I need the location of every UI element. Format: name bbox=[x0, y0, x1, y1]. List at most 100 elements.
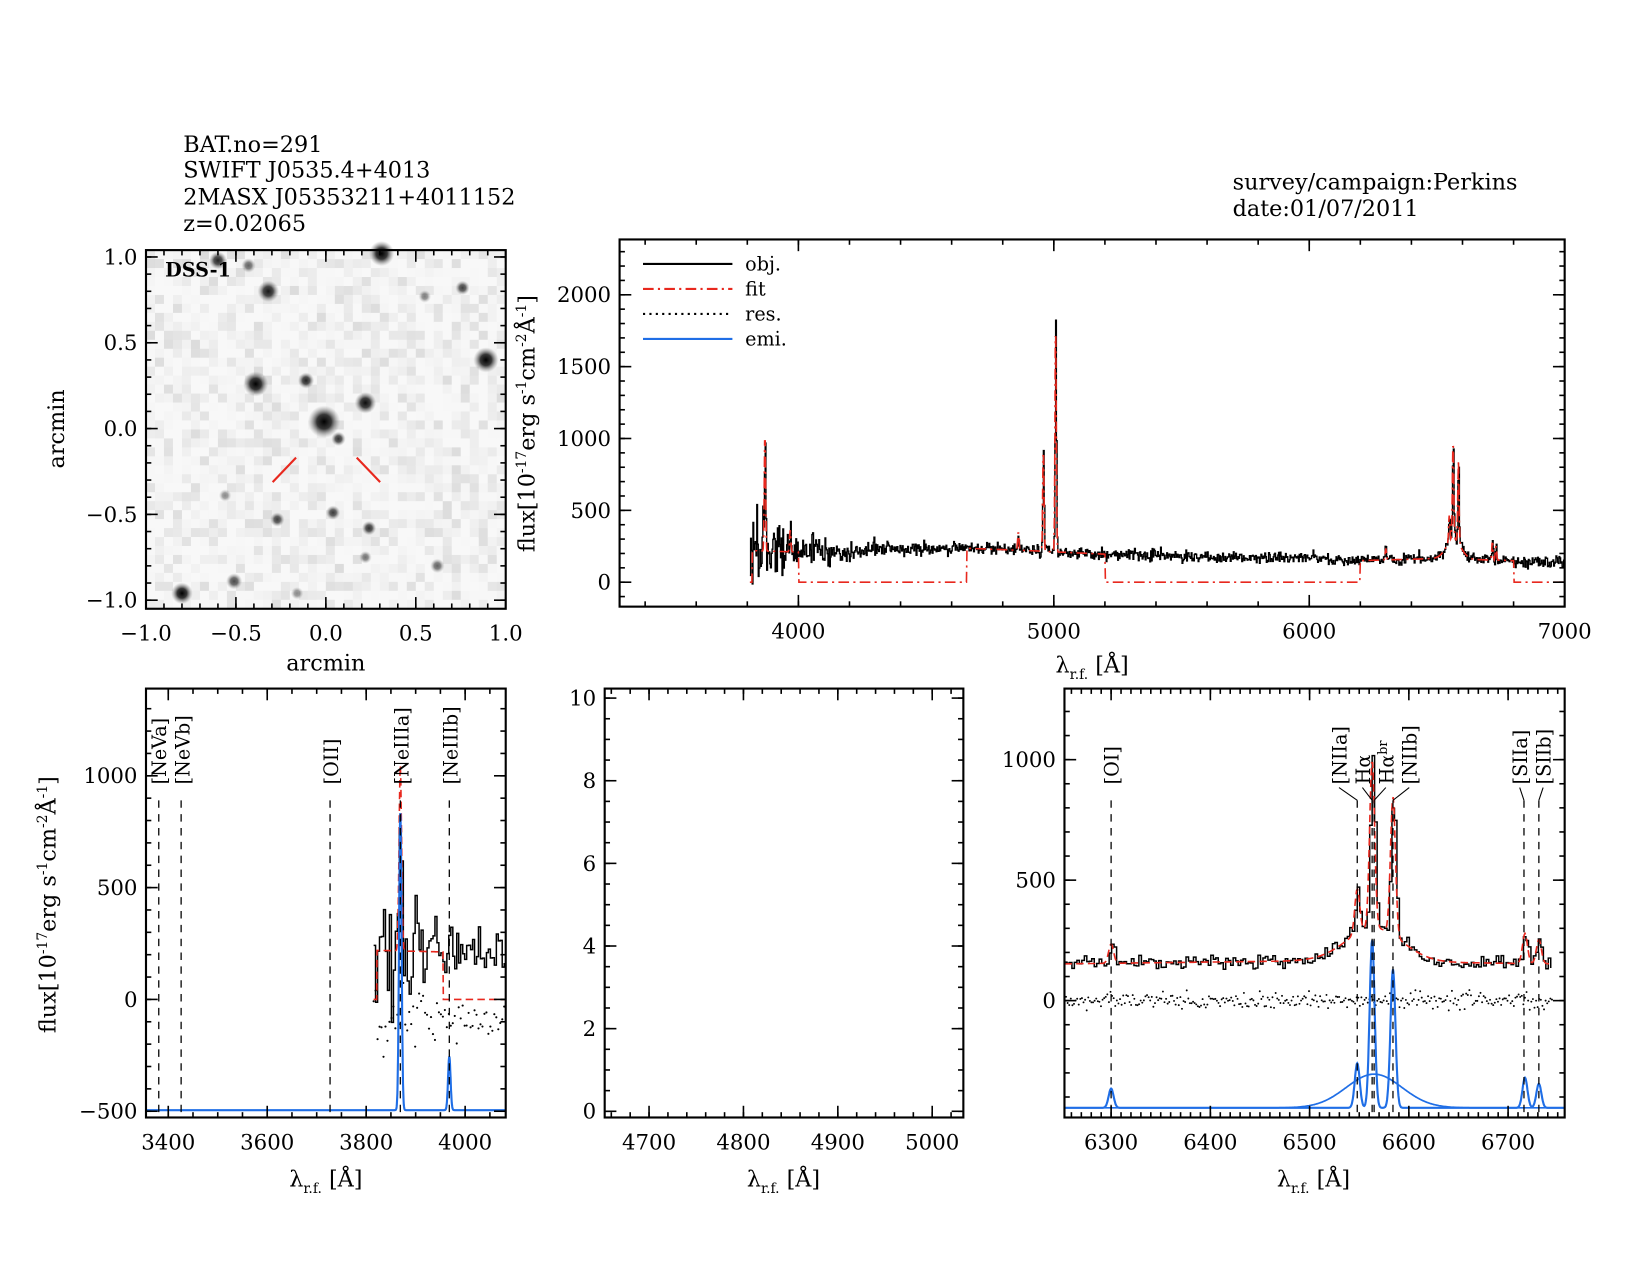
image-pixel bbox=[208, 501, 219, 511]
image-pixel bbox=[271, 348, 282, 359]
image-pixel bbox=[172, 402, 183, 413]
residual-point bbox=[1535, 999, 1538, 1002]
image-pixel bbox=[334, 250, 345, 260]
image-pixel bbox=[280, 492, 291, 502]
image-pixel bbox=[415, 429, 426, 439]
image-pixel bbox=[298, 456, 309, 466]
image-pixel bbox=[433, 312, 444, 323]
residual-point bbox=[1149, 999, 1152, 1002]
image-pixel bbox=[154, 545, 165, 556]
residual-point bbox=[1319, 995, 1322, 998]
image-pixel bbox=[226, 357, 237, 368]
image-pixel bbox=[253, 492, 264, 502]
residual-point bbox=[1165, 997, 1168, 1000]
image-pixel bbox=[487, 312, 498, 323]
image-pixel bbox=[352, 285, 363, 296]
y-axis-label: flux[10-17erg s-1cm-2Å-1] bbox=[34, 776, 62, 1033]
residual-point bbox=[1311, 998, 1314, 1001]
image-pixel bbox=[325, 447, 336, 457]
residual-point bbox=[1509, 1002, 1512, 1005]
image-pixel bbox=[370, 330, 381, 341]
image-pixel bbox=[298, 366, 309, 377]
image-pixel bbox=[226, 420, 237, 430]
image-pixel bbox=[496, 447, 507, 457]
image-pixel bbox=[415, 384, 426, 395]
image-pixel bbox=[451, 528, 462, 538]
residual-point bbox=[1127, 995, 1129, 998]
image-pixel bbox=[217, 554, 228, 565]
image-pixel bbox=[289, 510, 300, 520]
image-pixel bbox=[343, 268, 354, 278]
image-pixel bbox=[181, 456, 192, 466]
image-pixel bbox=[397, 554, 408, 565]
residual-point bbox=[1193, 1002, 1196, 1005]
image-pixel bbox=[271, 339, 282, 350]
image-pixel bbox=[307, 438, 318, 448]
image-pixel bbox=[415, 483, 426, 493]
image-pixel bbox=[388, 259, 399, 269]
residual-point bbox=[1338, 995, 1341, 998]
y-tick-label: 0.5 bbox=[104, 331, 138, 356]
image-pixel bbox=[433, 438, 444, 448]
image-pixel bbox=[352, 456, 363, 466]
image-pixel bbox=[262, 259, 273, 269]
image-pixel bbox=[298, 510, 309, 520]
image-pixel bbox=[442, 545, 453, 556]
residual-point bbox=[1411, 1000, 1414, 1002]
image-pixel bbox=[352, 411, 363, 422]
image-pixel bbox=[145, 474, 156, 484]
residual-point bbox=[376, 1038, 379, 1041]
residual-point bbox=[1241, 1005, 1244, 1008]
image-pixel bbox=[406, 420, 417, 430]
image-pixel bbox=[487, 590, 498, 601]
y-tick-label: 1000 bbox=[83, 764, 137, 789]
image-pixel bbox=[154, 285, 165, 296]
image-pixel bbox=[235, 447, 246, 457]
residual-point bbox=[422, 994, 425, 997]
image-pixel bbox=[262, 420, 273, 430]
image-pixel bbox=[208, 411, 219, 422]
line-marker-connector bbox=[1392, 787, 1410, 801]
residual-point bbox=[1120, 1003, 1123, 1006]
image-pixel bbox=[316, 474, 327, 484]
image-pixel bbox=[442, 384, 453, 395]
image-pixel bbox=[226, 537, 237, 547]
image-pixel bbox=[442, 474, 453, 484]
residual-point bbox=[1465, 992, 1468, 995]
image-pixel bbox=[199, 357, 210, 368]
residual-point bbox=[1260, 998, 1263, 1000]
image-pixel bbox=[433, 411, 444, 422]
image-pixel bbox=[253, 519, 264, 529]
image-pixel bbox=[235, 537, 246, 547]
image-pixel bbox=[307, 519, 318, 529]
image-pixel bbox=[199, 402, 210, 413]
image-pixel bbox=[460, 474, 471, 484]
residual-point bbox=[1106, 993, 1109, 996]
swift-name: SWIFT J0535.4+4013 bbox=[183, 158, 430, 184]
image-pixel bbox=[469, 581, 480, 592]
image-pixel bbox=[163, 259, 174, 269]
residual-point bbox=[380, 1026, 383, 1029]
image-pixel bbox=[424, 599, 435, 610]
image-pixel bbox=[289, 456, 300, 466]
image-pixel bbox=[496, 429, 507, 439]
image-pixel bbox=[181, 411, 192, 422]
image-pixel bbox=[244, 294, 255, 305]
image-pixel bbox=[460, 501, 471, 511]
image-pixel bbox=[226, 268, 237, 278]
image-pixel bbox=[208, 528, 219, 538]
image-pixel bbox=[298, 393, 309, 404]
residual-point bbox=[1071, 1004, 1074, 1007]
image-pixel bbox=[334, 357, 345, 368]
image-pixel bbox=[181, 501, 192, 511]
image-pixel bbox=[424, 366, 435, 377]
image-pixel bbox=[451, 303, 462, 314]
image-pixel bbox=[415, 563, 426, 574]
image-pixel bbox=[307, 456, 318, 466]
y-tick-label: 4 bbox=[583, 934, 597, 959]
image-pixel bbox=[370, 492, 381, 502]
image-pixel bbox=[433, 429, 444, 439]
image-pixel bbox=[379, 375, 390, 386]
image-pixel bbox=[406, 384, 417, 395]
residual-point bbox=[1158, 997, 1161, 1000]
